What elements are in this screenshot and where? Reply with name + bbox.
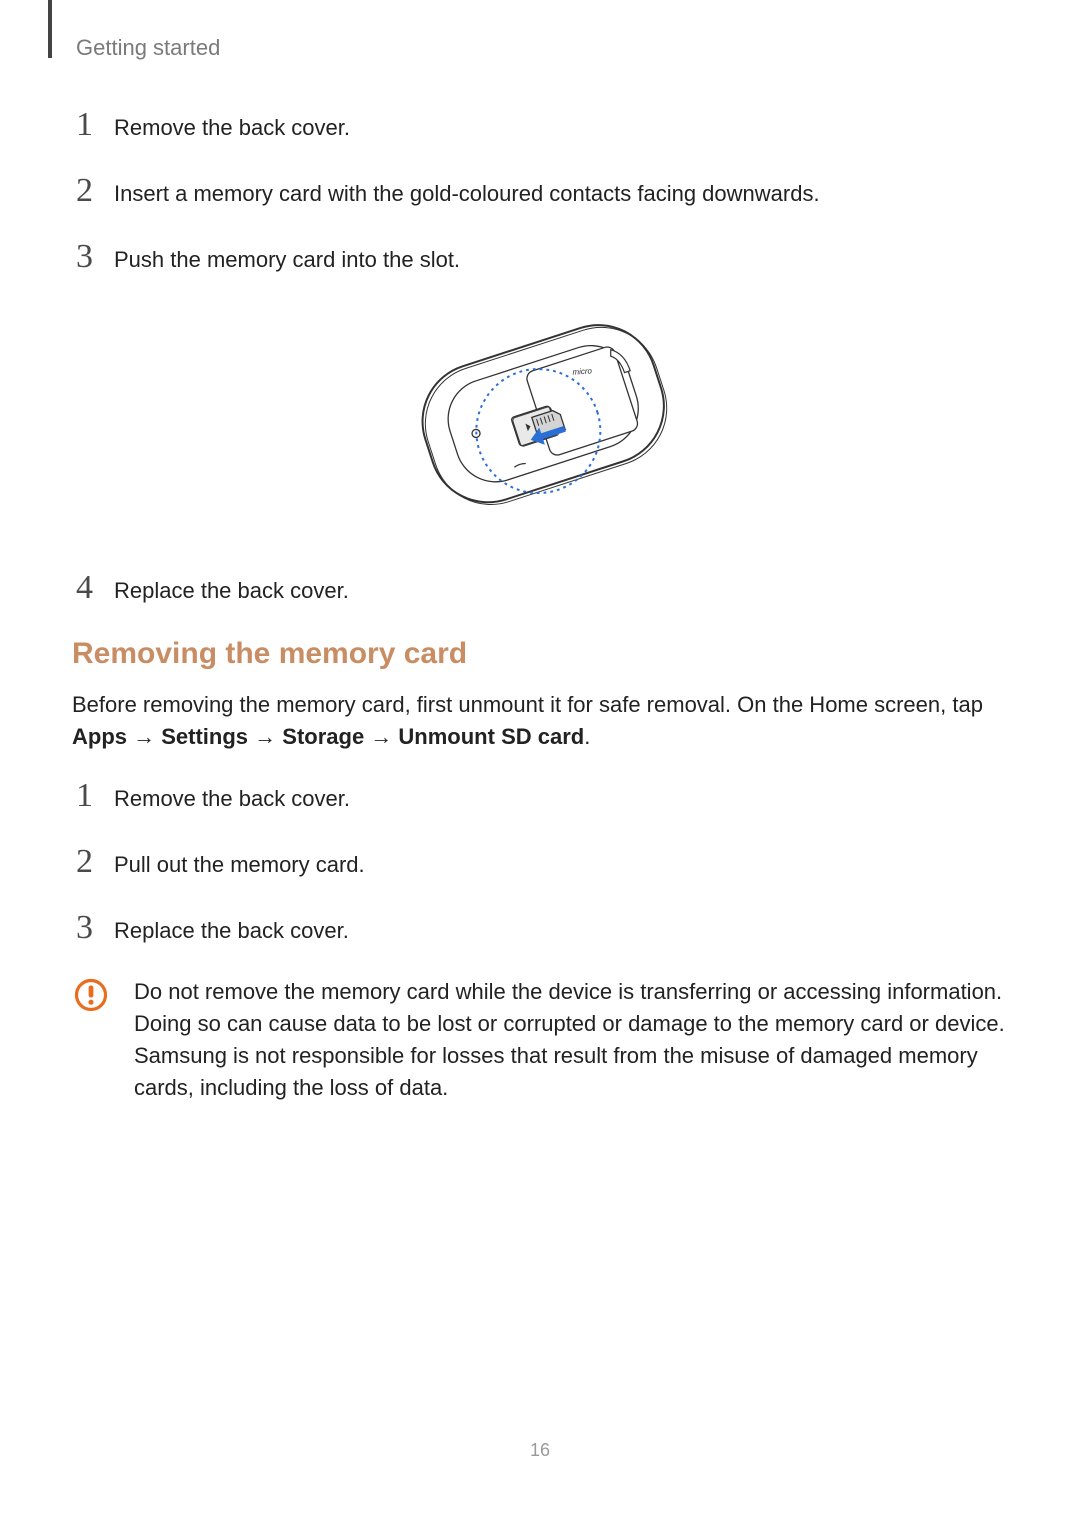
step-number: 1 <box>76 108 114 142</box>
step-number: 2 <box>76 174 114 208</box>
caution-callout: Do not remove the memory card while the … <box>72 976 1008 1104</box>
step-text: Insert a memory card with the gold-colou… <box>114 175 820 210</box>
install-step-4: 4 Replace the back cover. <box>72 571 1008 607</box>
page: Getting started 1 Remove the back cover.… <box>0 0 1080 1527</box>
remove-step-1: 1 Remove the back cover. <box>72 779 1008 815</box>
svg-text:micro: micro <box>572 367 593 377</box>
remove-step-3: 3 Replace the back cover. <box>72 911 1008 947</box>
step-text: Replace the back cover. <box>114 912 349 947</box>
page-number: 16 <box>0 1440 1080 1461</box>
section-header: Getting started <box>76 35 220 61</box>
install-step-3: 3 Push the memory card into the slot. <box>72 240 1008 276</box>
step-text: Remove the back cover. <box>114 780 350 815</box>
step-number: 1 <box>76 779 114 813</box>
step-number: 3 <box>76 240 114 274</box>
content-area: 1 Remove the back cover. 2 Insert a memo… <box>72 36 1008 1104</box>
step-text: Remove the back cover. <box>114 109 350 144</box>
step-text: Push the memory card into the slot. <box>114 241 460 276</box>
install-step-1: 1 Remove the back cover. <box>72 108 1008 144</box>
step-number: 3 <box>76 911 114 945</box>
step-text: Pull out the memory card. <box>114 846 365 881</box>
caution-icon <box>74 978 108 1012</box>
install-step-2: 2 Insert a memory card with the gold-col… <box>72 174 1008 210</box>
step-number: 2 <box>76 845 114 879</box>
step-number: 4 <box>76 571 114 605</box>
header-rule <box>48 0 52 58</box>
section-title: Removing the memory card <box>72 637 1008 671</box>
step-text: Replace the back cover. <box>114 572 349 607</box>
memory-card-insert-illustration: micro <box>385 305 695 535</box>
remove-step-2: 2 Pull out the memory card. <box>72 845 1008 881</box>
removal-intro-paragraph: Before removing the memory card, first u… <box>72 689 1008 753</box>
caution-text: Do not remove the memory card while the … <box>134 976 1008 1104</box>
phone-diagram: micro <box>72 305 1008 535</box>
